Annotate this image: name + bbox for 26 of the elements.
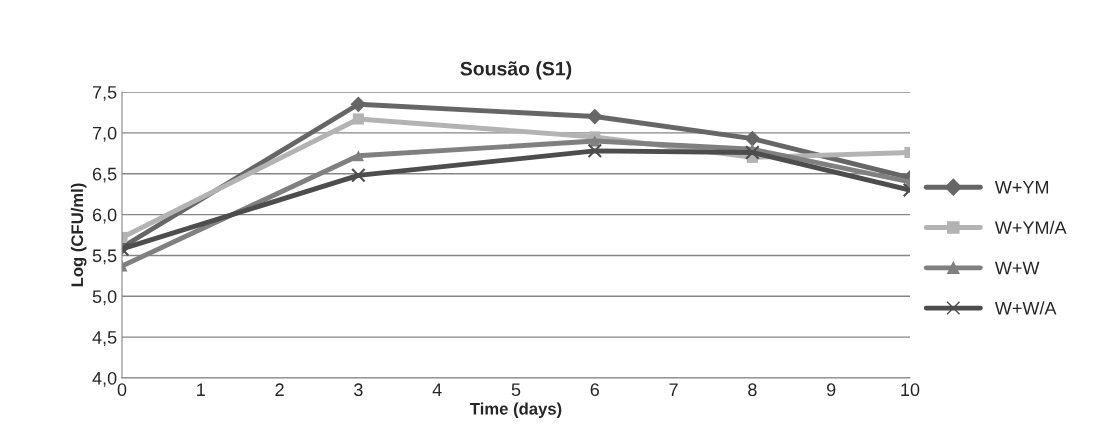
x-tick-label: 6 (590, 383, 600, 397)
legend-label: W+YM (994, 181, 1049, 194)
legend-label: W+W/A (994, 301, 1057, 315)
y-tick-label: 6,0 (92, 208, 117, 224)
x-tick-label: 8 (748, 383, 757, 397)
x-tick-label: 5 (511, 383, 521, 397)
y-tick-label: 7,5 (92, 86, 117, 101)
y-tick-label: 7,0 (92, 126, 117, 142)
y-tick-label: 5,5 (92, 249, 117, 265)
x-tick-label: 3 (354, 383, 363, 397)
x-tick-label: 2 (275, 383, 284, 396)
y-tick-label: 4,5 (92, 331, 117, 346)
x-axis-title: Time (days) (470, 402, 562, 419)
y-tick-label: 5,0 (92, 290, 117, 306)
x-tick-label: 0 (117, 383, 127, 397)
x-tick-label: 7 (669, 383, 678, 396)
x-tick-label: 9 (827, 383, 836, 397)
x-tick-label: 1 (197, 383, 205, 396)
legend-label: W+YM/A (994, 220, 1067, 234)
x-tick-label: 10 (901, 383, 920, 397)
x-tick-label: 4 (432, 383, 442, 396)
y-axis-title: Log (CFU/ml) (70, 183, 87, 287)
legend-label: W+W (994, 261, 1040, 275)
y-tick-label: 4,0 (92, 371, 117, 387)
y-tick-label: 6,5 (92, 167, 117, 183)
chart-title: Sousão (S1) (460, 61, 572, 80)
